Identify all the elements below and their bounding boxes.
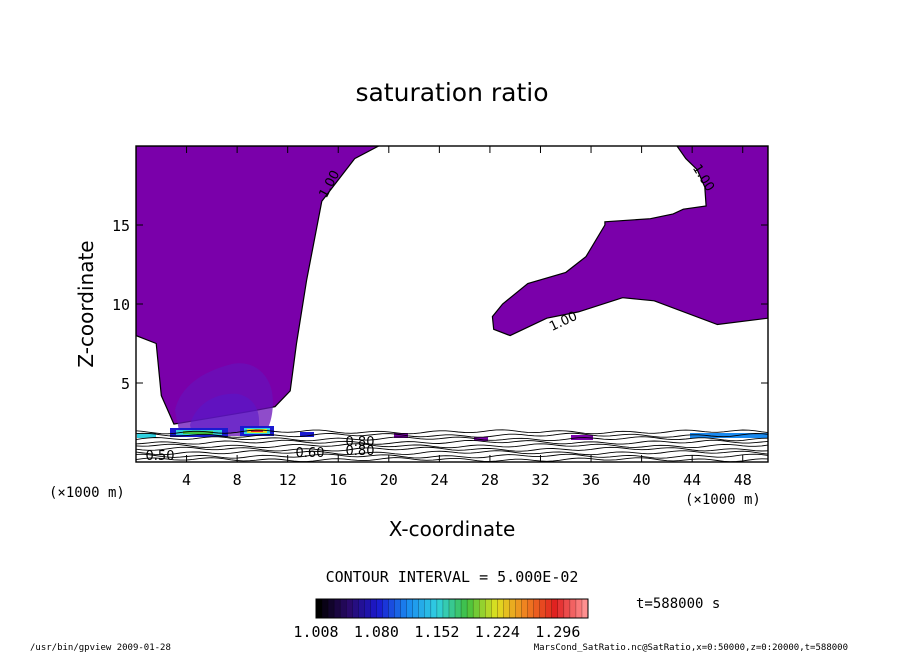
surface-contour-line <box>136 450 768 456</box>
x-tick-label: 8 <box>233 471 242 489</box>
surface-contour-line <box>136 443 768 449</box>
contour-interval-label: CONTOUR INTERVAL = 5.000E-02 <box>326 568 579 586</box>
colorbar-segment <box>509 599 516 618</box>
colorbar-segment <box>533 599 541 618</box>
colorbar-segment <box>503 599 510 618</box>
supersaturated-region-left <box>136 146 379 425</box>
colorbar-segment <box>352 599 359 618</box>
colorbar-segment <box>412 599 420 618</box>
x-tick-label: 48 <box>734 471 752 489</box>
colorbar-segment <box>515 599 523 618</box>
colorbar-segment <box>473 599 480 618</box>
colorbar-tick-label: 1.296 <box>535 623 580 641</box>
colorbar-segment <box>346 599 353 618</box>
colorbar-segment <box>455 599 462 618</box>
colorbar-segment <box>539 599 547 618</box>
surface-contour-line <box>136 429 768 435</box>
colorbar-segment <box>442 599 450 618</box>
colorbar-segment <box>370 599 377 618</box>
x-tick-label: 32 <box>531 471 549 489</box>
footer-left: /usr/bin/gpview 2009-01-28 <box>30 643 171 653</box>
time-label: t=588000 s <box>636 596 720 612</box>
colorbar-segment <box>430 599 438 618</box>
surface-contour-line <box>136 453 768 459</box>
x-tick-label: 28 <box>481 471 499 489</box>
x-tick-label: 24 <box>430 471 448 489</box>
y-axis-label: Z-coordinate <box>74 240 98 367</box>
x-tick-label: 4 <box>182 471 191 489</box>
x-unit-right: (×1000 m) <box>685 492 761 508</box>
colorbar-tick-label: 1.152 <box>414 623 459 641</box>
colorbar-frame <box>315 598 589 619</box>
surface-contour-line <box>136 436 768 442</box>
colorbar-segment <box>322 599 329 618</box>
colorbar-segment <box>479 599 486 618</box>
surface-contour-lines <box>136 429 768 462</box>
colorbar-tick-label: 1.224 <box>475 623 520 641</box>
x-tick-label: 44 <box>683 471 701 489</box>
inner-cloud-core <box>190 393 260 434</box>
surface-contour-line <box>136 439 768 445</box>
surface-contour-line <box>136 457 768 462</box>
colorbar-segment <box>551 599 559 618</box>
colorbar-tick-label: 1.080 <box>354 623 399 641</box>
colorbar-segment <box>334 599 341 618</box>
colorbar-segment <box>461 599 468 618</box>
surface-contour-line <box>136 446 768 452</box>
contour-label: 0.80 <box>346 444 375 459</box>
colorbar-segment <box>545 599 553 618</box>
chart-title: saturation ratio <box>355 78 548 107</box>
x-tick-label: 36 <box>582 471 600 489</box>
colorbar-segment <box>388 599 396 618</box>
y-axis: 5 10 15 <box>112 217 768 393</box>
colorbar-segment <box>394 599 402 618</box>
supersaturated-region-right <box>491 146 768 337</box>
colorbar-tick-labels: 1.008 1.080 1.152 1.224 1.296 <box>293 623 580 641</box>
colorbar-segment <box>485 599 492 618</box>
colorbar-segment <box>491 599 498 618</box>
colorbar-segment <box>575 599 583 618</box>
colorbar <box>315 599 589 618</box>
colorbar-segment <box>382 599 390 618</box>
x-axis: 4 8 12 16 20 24 28 32 36 40 44 48 <box>182 146 752 489</box>
colorbar-segment <box>563 599 571 618</box>
x-tick-label: 40 <box>633 471 651 489</box>
colorbar-segment <box>497 599 504 618</box>
contour-label: 0.50 <box>146 449 175 464</box>
colorbar-segment <box>436 599 444 618</box>
colorbar-segment <box>328 599 335 618</box>
x-tick-label: 12 <box>279 471 297 489</box>
colorbar-segment <box>358 599 365 618</box>
colorbar-segment <box>364 599 371 618</box>
colorbar-segment <box>316 599 323 618</box>
x-unit-left: (×1000 m) <box>49 485 125 501</box>
colorbar-segment <box>557 599 565 618</box>
y-tick-label: 5 <box>121 375 130 393</box>
colorbar-segment <box>400 599 408 618</box>
colorbar-segment <box>406 599 414 618</box>
x-tick-label: 20 <box>380 471 398 489</box>
colorbar-segment <box>418 599 426 618</box>
y-tick-label: 15 <box>112 217 130 235</box>
colorbar-segment <box>521 599 529 618</box>
colorbar-segment <box>448 599 456 618</box>
colorbar-segment <box>581 599 589 618</box>
x-tick-label: 16 <box>329 471 347 489</box>
colorbar-tick-label: 1.008 <box>293 623 338 641</box>
surface-contour-line <box>136 432 768 438</box>
colorbar-segment <box>569 599 577 618</box>
contour-label: 0.80 <box>346 435 375 450</box>
colorbar-segment <box>340 599 347 618</box>
colorbar-segment <box>424 599 432 618</box>
footer-right: MarsCond_SatRatio.nc@SatRatio,x=0:50000,… <box>534 643 848 653</box>
colorbar-segment <box>527 599 535 618</box>
plot-area <box>135 145 769 463</box>
y-tick-label: 10 <box>112 296 130 314</box>
contour-label: 0.60 <box>296 446 325 461</box>
cloud-base-band <box>137 426 768 441</box>
colorbar-segment <box>376 599 383 618</box>
x-axis-label: X-coordinate <box>389 517 516 541</box>
colorbar-segment <box>467 599 474 618</box>
